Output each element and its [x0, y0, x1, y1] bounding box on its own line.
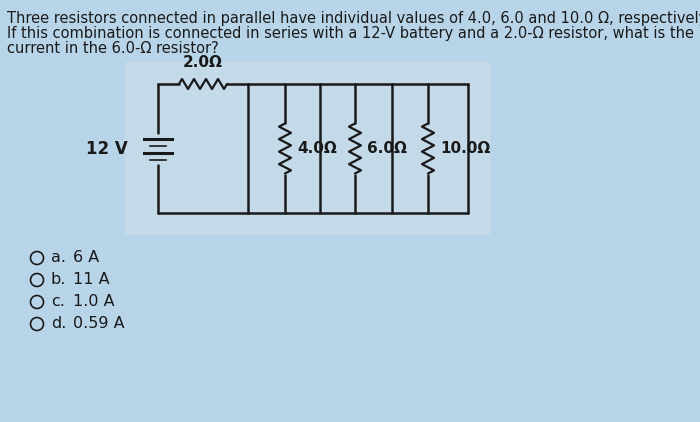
Text: c.: c.: [51, 295, 65, 309]
Text: 0.59 A: 0.59 A: [73, 316, 125, 332]
Text: b.: b.: [51, 273, 66, 287]
Text: 6.0Ω: 6.0Ω: [367, 141, 407, 156]
Text: a.: a.: [51, 251, 66, 265]
Text: 4.0Ω: 4.0Ω: [297, 141, 337, 156]
Text: 6 A: 6 A: [73, 251, 99, 265]
Bar: [125, 62, 490, 235]
Text: Three resistors connected in parallel have individual values of 4.0, 6.0 and 10.: Three resistors connected in parallel ha…: [7, 11, 700, 26]
Text: 1.0 A: 1.0 A: [73, 295, 115, 309]
Text: current in the 6.0-Ω resistor?: current in the 6.0-Ω resistor?: [7, 41, 218, 56]
Text: 12 V: 12 V: [86, 140, 128, 157]
Text: If this combination is connected in series with a 12-V battery and a 2.0-Ω resis: If this combination is connected in seri…: [7, 26, 694, 41]
Text: 2.0Ω: 2.0Ω: [183, 55, 223, 70]
Text: 10.0Ω: 10.0Ω: [440, 141, 490, 156]
Text: 11 A: 11 A: [73, 273, 110, 287]
Text: d.: d.: [51, 316, 66, 332]
